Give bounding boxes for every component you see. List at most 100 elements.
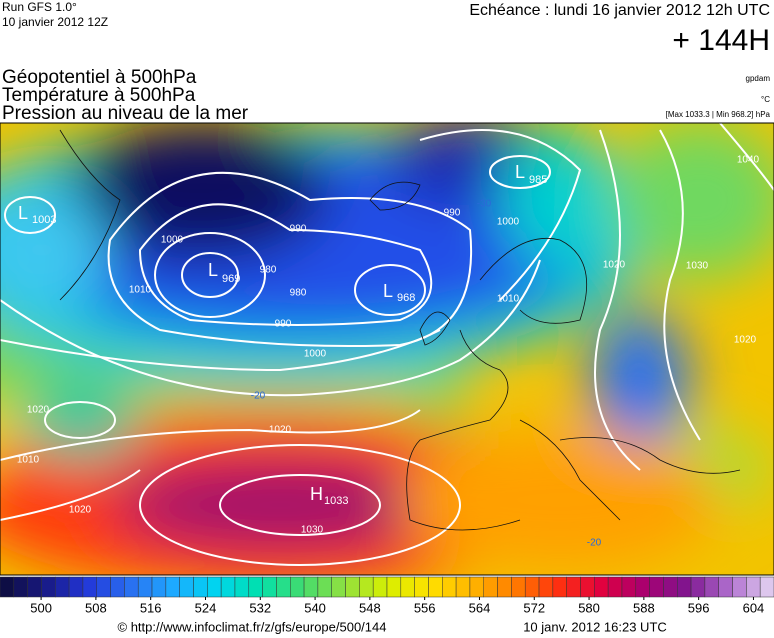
colorbar-swatch [442, 576, 457, 598]
colorbar-swatch [234, 576, 250, 598]
colorbar-swatch [386, 576, 402, 598]
colorbar-tick-label: 556 [414, 600, 436, 615]
center-letter: L [208, 260, 218, 280]
colorbar-swatch [538, 576, 554, 598]
isobar-label: 990 [290, 224, 307, 235]
colorbar-tick-label: 508 [85, 600, 107, 615]
colorbar-swatch [151, 576, 167, 598]
isobars [0, 123, 774, 566]
colorbar-tick-label: 524 [195, 600, 217, 615]
map [0, 123, 774, 575]
colorbar-swatch [345, 576, 360, 598]
colorbar-swatch [428, 576, 443, 598]
colorbar-swatch [455, 576, 471, 598]
colorbar-swatch [649, 576, 664, 598]
colorbar-swatch [552, 576, 567, 598]
isotherm-label: -30 [477, 199, 492, 210]
isobar-label: 1020 [269, 425, 292, 436]
colorbar-swatch [13, 576, 28, 598]
isobar-label: 1020 [603, 260, 626, 271]
center-value: 985 [529, 174, 547, 186]
colorbar-swatch [635, 576, 650, 598]
unit-label: gpdam [746, 74, 771, 83]
colorbar-swatch [359, 576, 374, 598]
colorbar-swatch [303, 576, 319, 598]
colorbar-swatch [524, 576, 540, 598]
colorbar: 500 508 516 524 532 540 548 556 564 572 580 588 596 6… [0, 576, 774, 615]
colorbar-swatch [193, 576, 208, 598]
center-value: 1033 [324, 495, 348, 507]
unit-label: [Max 1033.3 | Min 968.2] hPa [666, 110, 771, 119]
colorbar-swatch [704, 576, 719, 598]
isobar-label: 1020 [734, 335, 757, 346]
colorbar-swatch [179, 576, 194, 598]
isobar-label: 980 [290, 288, 307, 299]
colorbar-swatch [55, 576, 70, 598]
field-label: Température à 500hPa [2, 85, 196, 106]
colorbar-swatch [372, 576, 388, 598]
colorbar-swatch [27, 576, 42, 598]
valid-label: Echéance : lundi 16 janvier 2012 12h UTC [469, 2, 770, 19]
isobar-label: 1000 [304, 349, 327, 360]
init-label: 10 janvier 2012 12Z [2, 15, 108, 29]
colorbar-swatch [137, 576, 153, 598]
colorbar-swatch [41, 576, 56, 598]
isotherm-label: -20 [251, 391, 266, 402]
center-value: 1003 [32, 214, 56, 226]
isobar-label: 1010 [17, 455, 40, 466]
colorbar-swatch [110, 576, 125, 598]
run-label: Run GFS 1.0° [2, 0, 77, 14]
colorbar-tick-label: 564 [469, 600, 491, 615]
colorbar-swatch [207, 576, 222, 598]
isobar-label: 1010 [497, 294, 520, 305]
colorbar-swatch [566, 576, 581, 598]
colorbar-swatch [96, 576, 111, 598]
colorbar-tick-label: 604 [743, 600, 765, 615]
isobar-labels: 1000 990 980 980 990 1000 1010 1020 1030… [17, 155, 760, 549]
isobar-label: 1040 [737, 155, 760, 166]
colorbar-swatch [497, 576, 512, 598]
isobar-label: 1030 [301, 525, 324, 536]
isobar-label: 990 [444, 208, 461, 219]
isobar-label: 1020 [27, 405, 50, 416]
colorbar-swatch [124, 576, 139, 598]
date-label: 10 janv. 2012 16:23 UTC [523, 619, 667, 634]
source-label: © http://www.infoclimat.fr/z/gfs/europe/… [118, 619, 387, 634]
coastlines [59, 129, 741, 531]
field-label: Pression au niveau de la mer [2, 103, 249, 124]
map-frame [0, 122, 774, 576]
colorbar-swatch [317, 576, 332, 598]
isobar-label: 1010 [129, 285, 152, 296]
colorbar-tick-label: 540 [304, 600, 326, 615]
isobar-label: 990 [275, 319, 292, 330]
center-letter: L [515, 162, 525, 182]
colorbar-tick-label: 516 [140, 600, 162, 615]
center-letter: H [310, 484, 323, 504]
colorbar-tick-label: 500 [30, 600, 52, 615]
colorbar-swatch [82, 576, 98, 598]
colorbar-swatch [621, 576, 637, 598]
colorbar-swatch [732, 576, 747, 598]
lead-label: + 144H [672, 24, 770, 57]
unit-label: °C [761, 95, 770, 104]
colorbar-swatch [663, 576, 678, 598]
colorbar-swatch [262, 576, 277, 598]
isobar-label: 1030 [686, 261, 709, 272]
colorbar-swatch [718, 576, 733, 598]
colorbar-swatch [759, 576, 774, 598]
colorbar-swatch [276, 576, 291, 598]
pressure-centers: L 1003 L 969 L 968 L 985 H 1033 [18, 162, 547, 507]
colorbar-tick-label: 580 [578, 600, 600, 615]
isobar-label: 1000 [161, 235, 184, 246]
isotherm-label: -20 [587, 538, 602, 549]
colorbar-tick-label: 532 [249, 600, 271, 615]
colorbar-swatch [594, 576, 609, 598]
isobar-label: 1020 [69, 505, 92, 516]
colorbar-swatch [0, 576, 15, 598]
colorbar-swatch [511, 576, 526, 598]
colorbar-swatch [677, 576, 692, 598]
colorbar-swatch [248, 576, 263, 598]
colorbar-swatch [331, 576, 346, 598]
